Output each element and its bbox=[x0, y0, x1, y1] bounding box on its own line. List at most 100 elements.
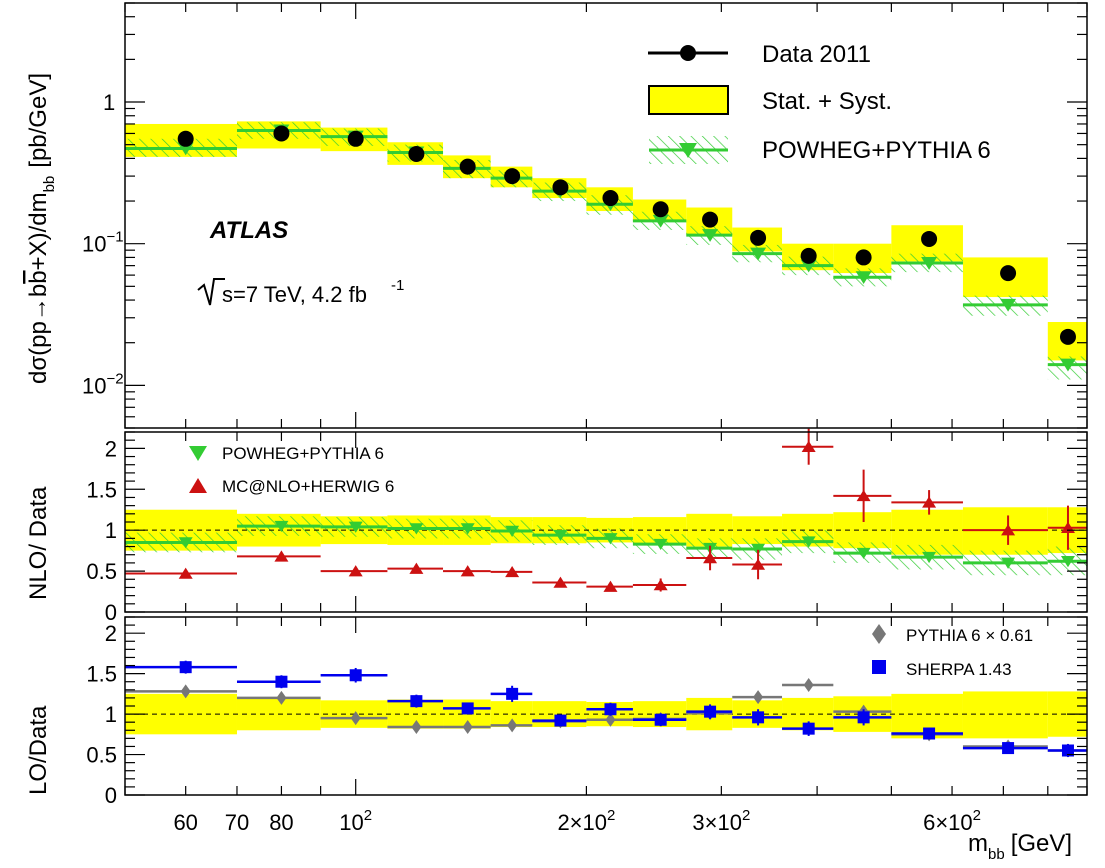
x-tick-label-base: 10 bbox=[339, 810, 363, 835]
powheg-point bbox=[652, 214, 669, 228]
mcatnlo-ratio-point bbox=[460, 565, 475, 577]
legend-data-marker bbox=[680, 45, 696, 61]
mcatnlo-ratio-point bbox=[409, 562, 424, 574]
energy-label-sup: -1 bbox=[391, 277, 404, 294]
middle-y-tick-label: 1 bbox=[105, 518, 117, 543]
energy-label: s=7 TeV, 4.2 fb -1 bbox=[197, 277, 404, 307]
sherpa-ratio-point bbox=[752, 711, 765, 724]
top-ylabel-unit: [pb/GeV] bbox=[25, 73, 52, 168]
legend-mid-powheg-label: POWHEG+PYTHIA 6 bbox=[222, 444, 384, 463]
bottom-y-tick-label: 1 bbox=[105, 702, 117, 727]
powheg-point bbox=[750, 247, 767, 261]
middle-y-tick-label: 0 bbox=[105, 600, 117, 625]
legend-mid-powheg-marker bbox=[189, 446, 207, 461]
powheg-ratio-point bbox=[348, 521, 363, 533]
top-ylabel-sub: bb bbox=[41, 176, 58, 193]
x-axis-title: mbb [GeV] bbox=[968, 830, 1072, 863]
x-tick-label-base: 80 bbox=[269, 810, 293, 835]
mcatnlo-ratio-point bbox=[553, 576, 568, 588]
experiment-label: ATLAS bbox=[209, 217, 288, 244]
mcatnlo-ratio-point bbox=[922, 496, 937, 508]
legend-pythia-label: PYTHIA 6 × 0.61 bbox=[906, 626, 1033, 645]
data-point bbox=[459, 158, 476, 175]
sherpa-ratio-point bbox=[704, 705, 717, 718]
middle-ylabel: NLO/ Data bbox=[25, 486, 52, 600]
powheg-ratio-point bbox=[751, 543, 766, 555]
data-point bbox=[652, 201, 669, 218]
top-y-tick-label-sup: −1 bbox=[106, 229, 123, 246]
x-tick-label: 80 bbox=[269, 810, 293, 835]
pythia-ratio-point bbox=[350, 711, 361, 726]
middle-y-tick-label: 0.5 bbox=[86, 559, 117, 584]
mcatnlo-ratio-point bbox=[178, 567, 193, 579]
bottom-y-tick-label: 0 bbox=[105, 783, 117, 808]
x-tick-label-sup: 2 bbox=[607, 807, 615, 824]
top-y-tick-label-base: 1 bbox=[103, 90, 115, 115]
legend-sherpa-marker bbox=[872, 660, 886, 674]
x-tick-label: 102 bbox=[339, 807, 372, 835]
top-y-tick-label-base: 10 bbox=[82, 232, 106, 257]
pythia-ratio-point bbox=[411, 720, 422, 735]
data-point bbox=[504, 168, 521, 185]
data-point bbox=[602, 190, 619, 207]
x-tick-label-base: 70 bbox=[225, 810, 249, 835]
data-point bbox=[552, 179, 569, 196]
legend-pythia-marker bbox=[872, 624, 886, 644]
powheg-ratio-point bbox=[1001, 557, 1016, 569]
mcatnlo-ratio-point bbox=[703, 552, 718, 564]
sherpa-ratio-point bbox=[461, 702, 474, 715]
top-legend: Data 2011 Stat. + Syst. POWHEG+PYTHIA 6 bbox=[648, 41, 991, 164]
data-point bbox=[347, 130, 364, 147]
pythia-ratio-point bbox=[180, 684, 191, 699]
x-axis-title-unit: [GeV] bbox=[1011, 830, 1072, 857]
sqrt-sign bbox=[197, 278, 225, 306]
legend-powheg-label: POWHEG+PYTHIA 6 bbox=[762, 137, 991, 164]
top-ylabel-post: +X)/dm bbox=[25, 192, 52, 270]
x-tick-label-sup: 2 bbox=[742, 807, 750, 824]
x-tick-label: 3×102 bbox=[692, 807, 750, 835]
chart-marks bbox=[125, 124, 1087, 758]
sherpa-ratio-point bbox=[179, 661, 192, 674]
top-y-tick-label: 1 bbox=[103, 90, 115, 115]
data-point bbox=[177, 130, 194, 147]
data-point bbox=[855, 249, 872, 266]
bottom-legend: PYTHIA 6 × 0.61 SHERPA 1.43 bbox=[872, 624, 1033, 679]
x-tick-label-sup: 2 bbox=[973, 807, 981, 824]
pythia-ratio-point bbox=[753, 690, 764, 705]
pythia-ratio-point bbox=[462, 720, 473, 735]
sherpa-ratio-point bbox=[349, 669, 362, 682]
data-point bbox=[921, 230, 938, 247]
powheg-ratio-point bbox=[603, 533, 618, 545]
sherpa-ratio-point bbox=[857, 711, 870, 724]
powheg-point bbox=[800, 259, 817, 273]
x-axis-title-sub: bb bbox=[988, 846, 1005, 863]
top-y-tick-label: 10−2 bbox=[82, 370, 124, 398]
powheg-ratio-point bbox=[274, 520, 289, 533]
top-ylabel-bbar: b bbox=[25, 270, 52, 283]
mcatnlo-ratio-point bbox=[856, 489, 871, 502]
data-point bbox=[1000, 265, 1017, 282]
data-point bbox=[408, 145, 425, 162]
pythia-ratio-point bbox=[507, 718, 518, 733]
mcatnlo-ratio-point bbox=[751, 558, 766, 570]
data-point bbox=[702, 211, 719, 228]
x-tick-label: 70 bbox=[225, 810, 249, 835]
sherpa-ratio-point bbox=[923, 727, 936, 740]
powheg-ratio-point bbox=[460, 523, 475, 535]
data-point bbox=[800, 247, 817, 264]
bottom-y-tick-label: 2 bbox=[105, 621, 117, 646]
powheg-ratio-point bbox=[801, 536, 816, 548]
powheg-ratio-point bbox=[409, 523, 424, 535]
powheg-point bbox=[921, 257, 938, 270]
powheg-point bbox=[1000, 298, 1017, 312]
legend-sherpa-label: SHERPA 1.43 bbox=[906, 660, 1012, 679]
x-axis-title-main: m bbox=[968, 830, 988, 857]
sherpa-ratio-point bbox=[654, 713, 667, 726]
data-uncertainty-band bbox=[962, 691, 1048, 739]
middle-legend: POWHEG+PYTHIA 6 MC@NLO+HERWIG 6 bbox=[189, 444, 394, 496]
powheg-ratio-point bbox=[922, 551, 937, 564]
powheg-point bbox=[855, 271, 872, 285]
top-y-tick-label-base: 10 bbox=[82, 373, 106, 398]
mcatnlo-ratio-point bbox=[603, 580, 618, 592]
